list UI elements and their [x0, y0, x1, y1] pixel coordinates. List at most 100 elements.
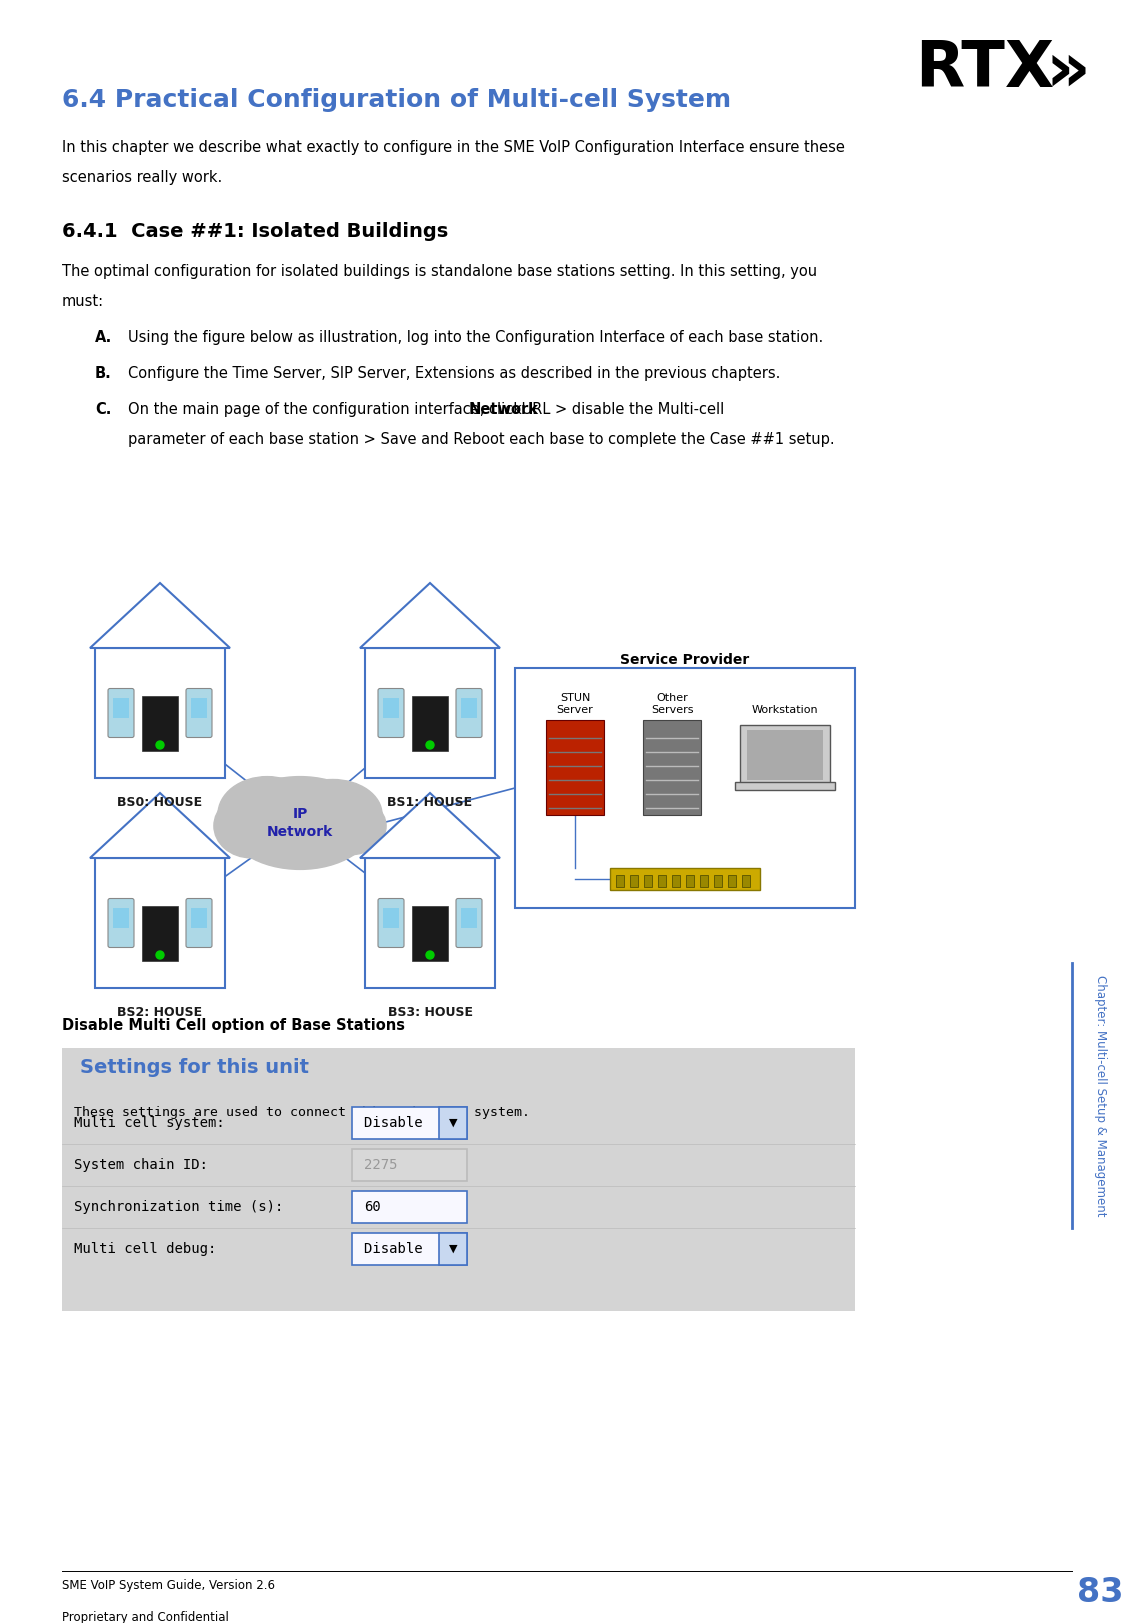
FancyBboxPatch shape — [728, 875, 736, 888]
FancyBboxPatch shape — [383, 698, 399, 717]
FancyBboxPatch shape — [740, 725, 830, 786]
Text: parameter of each base station > Save and Reboot each base to complete the Case : parameter of each base station > Save an… — [128, 432, 834, 446]
Text: Proprietary and Confidential: Proprietary and Confidential — [62, 1612, 229, 1623]
Text: Using the figure below as illustration, log into the Configuration Interface of : Using the figure below as illustration, … — [128, 329, 823, 346]
FancyBboxPatch shape — [734, 782, 836, 790]
Text: Disable  ∨: Disable ∨ — [364, 1117, 448, 1130]
FancyBboxPatch shape — [643, 721, 701, 815]
Text: BS2: HOUSE: BS2: HOUSE — [118, 1006, 202, 1019]
Text: SME VoIP System Guide, Version 2.6: SME VoIP System Guide, Version 2.6 — [62, 1579, 275, 1592]
Text: C.: C. — [95, 403, 111, 417]
FancyBboxPatch shape — [439, 1233, 467, 1264]
FancyBboxPatch shape — [108, 688, 134, 737]
Text: The optimal configuration for isolated buildings is standalone base stations set: The optimal configuration for isolated b… — [62, 265, 818, 279]
Polygon shape — [90, 583, 230, 648]
Ellipse shape — [218, 776, 317, 852]
FancyBboxPatch shape — [95, 859, 225, 988]
FancyBboxPatch shape — [412, 696, 448, 751]
Text: Multi cell debug:: Multi cell debug: — [74, 1242, 217, 1256]
FancyBboxPatch shape — [191, 907, 207, 928]
Text: Workstation: Workstation — [751, 704, 819, 716]
Text: 6.4.1  Case ##1: Isolated Buildings: 6.4.1 Case ##1: Isolated Buildings — [62, 222, 448, 240]
Text: In this chapter we describe what exactly to configure in the SME VoIP Configurat: In this chapter we describe what exactly… — [62, 140, 844, 156]
FancyBboxPatch shape — [686, 875, 694, 888]
FancyBboxPatch shape — [191, 698, 207, 717]
FancyBboxPatch shape — [351, 1191, 467, 1224]
Ellipse shape — [226, 776, 374, 870]
FancyBboxPatch shape — [617, 875, 624, 888]
Text: 2275: 2275 — [364, 1157, 398, 1172]
Text: A.: A. — [95, 329, 112, 346]
Text: BS0: HOUSE: BS0: HOUSE — [118, 795, 202, 808]
Ellipse shape — [213, 794, 287, 859]
Polygon shape — [360, 583, 500, 648]
FancyBboxPatch shape — [186, 688, 212, 737]
Text: Disable  ∨: Disable ∨ — [364, 1242, 448, 1256]
Text: STUN
Server: STUN Server — [557, 693, 593, 716]
Text: Disable Multi Cell option of Base Stations: Disable Multi Cell option of Base Statio… — [62, 1018, 405, 1032]
Text: 60: 60 — [364, 1199, 381, 1214]
Text: System chain ID:: System chain ID: — [74, 1157, 208, 1172]
FancyBboxPatch shape — [365, 859, 495, 988]
FancyBboxPatch shape — [113, 907, 129, 928]
Text: URL > disable the Multi-cell: URL > disable the Multi-cell — [517, 403, 724, 417]
Ellipse shape — [284, 779, 382, 849]
Text: Other
Servers: Other Servers — [650, 693, 693, 716]
FancyBboxPatch shape — [351, 1107, 467, 1139]
FancyBboxPatch shape — [456, 688, 482, 737]
Text: Settings for this unit: Settings for this unit — [80, 1058, 309, 1078]
FancyBboxPatch shape — [141, 696, 179, 751]
Text: IP
Network: IP Network — [267, 807, 334, 839]
Text: ▼: ▼ — [449, 1243, 457, 1255]
Text: These settings are used to connect this unit to a system.: These settings are used to connect this … — [74, 1105, 530, 1118]
FancyBboxPatch shape — [108, 899, 134, 948]
Text: scenarios really work.: scenarios really work. — [62, 170, 222, 185]
Text: Synchronization time (s):: Synchronization time (s): — [74, 1199, 283, 1214]
FancyBboxPatch shape — [383, 907, 399, 928]
FancyBboxPatch shape — [610, 868, 760, 889]
Circle shape — [426, 742, 433, 748]
FancyBboxPatch shape — [462, 907, 477, 928]
FancyBboxPatch shape — [462, 698, 477, 717]
FancyBboxPatch shape — [62, 1048, 855, 1311]
FancyBboxPatch shape — [456, 899, 482, 948]
FancyBboxPatch shape — [439, 1107, 467, 1139]
Text: ▼: ▼ — [449, 1118, 457, 1128]
FancyBboxPatch shape — [113, 698, 129, 717]
Text: 83: 83 — [1077, 1576, 1123, 1608]
FancyBboxPatch shape — [630, 875, 638, 888]
FancyBboxPatch shape — [95, 648, 225, 777]
Polygon shape — [90, 794, 230, 859]
Text: Chapter: Multi-cell Setup & Management: Chapter: Multi-cell Setup & Management — [1094, 975, 1106, 1216]
Text: RTX: RTX — [915, 37, 1054, 101]
FancyBboxPatch shape — [747, 730, 823, 781]
Text: BS3: HOUSE: BS3: HOUSE — [387, 1006, 473, 1019]
FancyBboxPatch shape — [714, 875, 722, 888]
Ellipse shape — [243, 797, 357, 860]
FancyBboxPatch shape — [643, 875, 652, 888]
Text: BS1: HOUSE: BS1: HOUSE — [387, 795, 473, 808]
FancyBboxPatch shape — [141, 906, 179, 961]
Polygon shape — [360, 794, 500, 859]
Ellipse shape — [312, 797, 386, 855]
Text: must:: must: — [62, 294, 104, 308]
FancyBboxPatch shape — [515, 669, 855, 907]
Text: »: » — [1046, 37, 1090, 105]
Circle shape — [156, 742, 164, 748]
FancyBboxPatch shape — [378, 899, 404, 948]
FancyBboxPatch shape — [378, 688, 404, 737]
Text: Service Provider: Service Provider — [620, 652, 750, 667]
FancyBboxPatch shape — [351, 1233, 467, 1264]
Circle shape — [156, 951, 164, 959]
Text: On the main page of the configuration interface, click: On the main page of the configuration in… — [128, 403, 527, 417]
Circle shape — [426, 951, 433, 959]
FancyBboxPatch shape — [546, 721, 604, 815]
FancyBboxPatch shape — [186, 899, 212, 948]
Text: Multi cell system:: Multi cell system: — [74, 1117, 225, 1130]
Text: Network: Network — [469, 403, 539, 417]
FancyBboxPatch shape — [700, 875, 707, 888]
Text: B.: B. — [95, 367, 112, 381]
Text: Configure the Time Server, SIP Server, Extensions as described in the previous c: Configure the Time Server, SIP Server, E… — [128, 367, 780, 381]
FancyBboxPatch shape — [351, 1149, 467, 1182]
Text: 6.4 Practical Configuration of Multi-cell System: 6.4 Practical Configuration of Multi-cel… — [62, 88, 731, 112]
